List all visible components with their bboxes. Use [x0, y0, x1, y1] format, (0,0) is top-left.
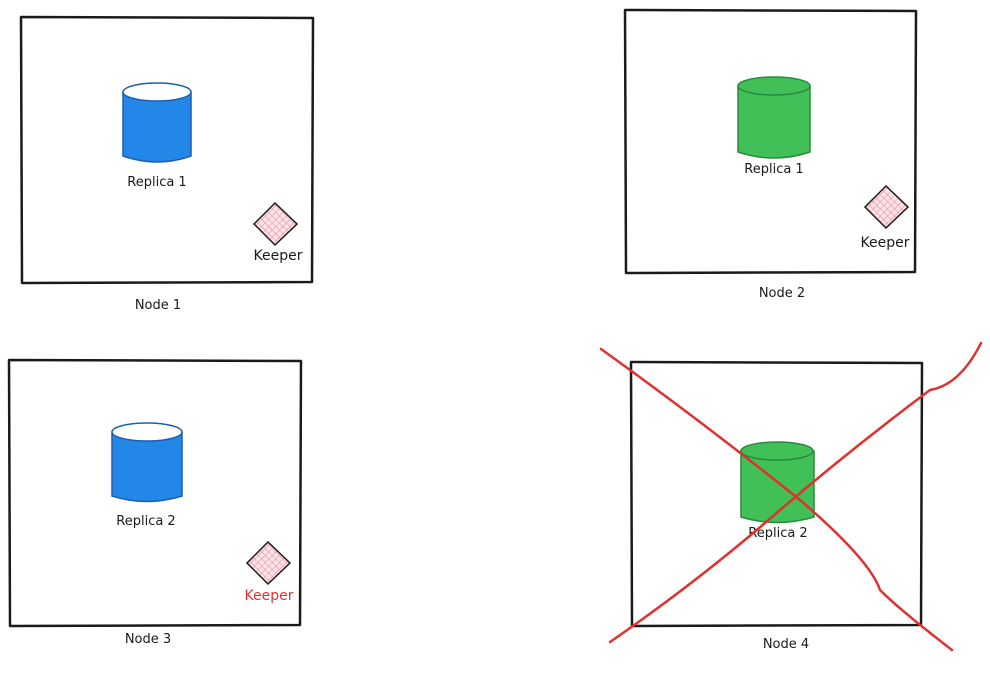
node-label: Node 4 [763, 637, 809, 652]
keeper-label-failed: Keeper [245, 588, 294, 604]
keeper-label: Keeper [254, 248, 303, 264]
node-1-group: Replica 1 Keeper Node 1 [19, 15, 315, 313]
database-icon [737, 76, 811, 159]
node-label: Node 1 [135, 298, 181, 313]
database-icon [122, 82, 192, 163]
keeper-icon [863, 184, 910, 230]
replica-label: Replica 2 [116, 514, 175, 529]
node-label: Node 3 [125, 632, 171, 647]
node-2-group: Replica 1 Keeper Node 2 [623, 8, 918, 301]
keeper-icon [252, 201, 299, 247]
keeper-icon [245, 540, 292, 586]
node-3-group: Replica 2 Keeper Node 3 [7, 358, 303, 647]
database-icon [111, 422, 183, 503]
replica-label: Replica 2 [748, 526, 807, 541]
replica-label: Replica 1 [744, 162, 803, 177]
node-2-box [623, 8, 918, 275]
node-4-group: Replica 2 Node 4 [599, 341, 983, 652]
failure-cross-icon [599, 341, 983, 652]
keeper-label: Keeper [861, 235, 910, 251]
node-3-box [7, 358, 303, 628]
replica-label: Replica 1 [127, 175, 186, 190]
node-1-box [19, 15, 315, 285]
node-label: Node 2 [759, 286, 805, 301]
